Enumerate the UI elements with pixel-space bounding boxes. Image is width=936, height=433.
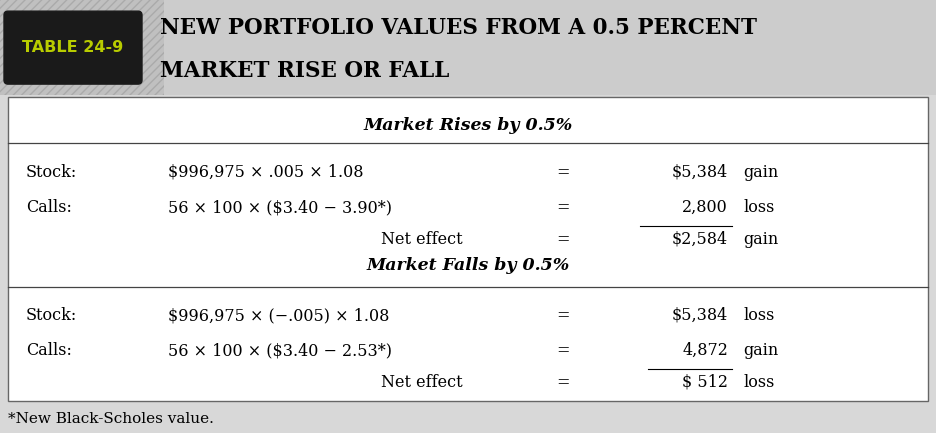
- Text: gain: gain: [743, 231, 778, 248]
- Text: 56 × 100 × ($3.40 − 2.53*): 56 × 100 × ($3.40 − 2.53*): [168, 342, 392, 359]
- Text: =: =: [556, 231, 570, 248]
- Text: Calls:: Calls:: [26, 199, 72, 216]
- Text: $ 512: $ 512: [682, 374, 728, 391]
- Text: 4,872: 4,872: [682, 342, 728, 359]
- Bar: [8, 97, 928, 401]
- Text: loss: loss: [743, 374, 774, 391]
- Text: =: =: [556, 307, 570, 324]
- Bar: [0, 0, 164, 95]
- Text: $5,384: $5,384: [672, 307, 728, 324]
- Bar: [0, 0, 936, 95]
- Text: loss: loss: [743, 199, 774, 216]
- Text: Market Rises by 0.5%: Market Rises by 0.5%: [363, 117, 573, 134]
- Bar: [0, 0, 164, 95]
- Text: loss: loss: [743, 307, 774, 324]
- Text: Market Falls by 0.5%: Market Falls by 0.5%: [366, 257, 570, 274]
- Text: *New Black-Scholes value.: *New Black-Scholes value.: [8, 411, 213, 426]
- Text: NEW PORTFOLIO VALUES FROM A 0.5 PERCENT: NEW PORTFOLIO VALUES FROM A 0.5 PERCENT: [160, 17, 757, 39]
- Text: $996,975 × (−.005) × 1.08: $996,975 × (−.005) × 1.08: [168, 307, 389, 324]
- Text: 2,800: 2,800: [682, 199, 728, 216]
- Text: Net effect: Net effect: [381, 231, 463, 248]
- Text: =: =: [556, 374, 570, 391]
- Text: Stock:: Stock:: [26, 164, 78, 181]
- Text: =: =: [556, 199, 570, 216]
- FancyBboxPatch shape: [4, 11, 142, 84]
- Text: Net effect: Net effect: [381, 374, 463, 391]
- Text: MARKET RISE OR FALL: MARKET RISE OR FALL: [160, 61, 449, 82]
- Text: $996,975 × .005 × 1.08: $996,975 × .005 × 1.08: [168, 164, 363, 181]
- Text: =: =: [556, 164, 570, 181]
- Text: Calls:: Calls:: [26, 342, 72, 359]
- Text: gain: gain: [743, 164, 778, 181]
- Text: =: =: [556, 342, 570, 359]
- Text: 56 × 100 × ($3.40 − 3.90*): 56 × 100 × ($3.40 − 3.90*): [168, 199, 392, 216]
- Text: $2,584: $2,584: [672, 231, 728, 248]
- Text: TABLE 24-9: TABLE 24-9: [22, 40, 124, 55]
- Text: $5,384: $5,384: [672, 164, 728, 181]
- Text: Stock:: Stock:: [26, 307, 78, 324]
- Text: gain: gain: [743, 342, 778, 359]
